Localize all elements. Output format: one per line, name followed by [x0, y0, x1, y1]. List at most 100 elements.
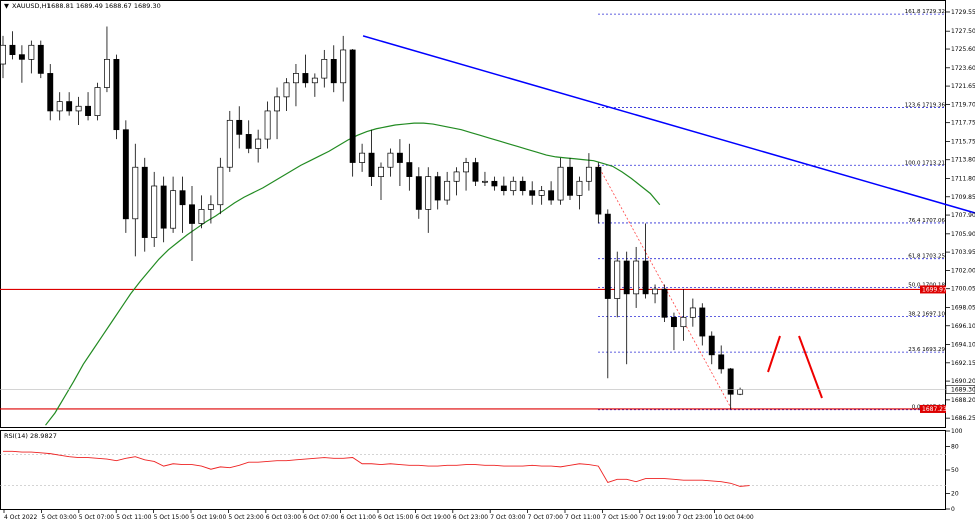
candle-body	[151, 185, 158, 238]
price-tick-label: 1698.05	[951, 304, 975, 311]
price-tick-label: 1702.00	[951, 267, 975, 274]
horizontal-levels	[0, 288, 946, 410]
level-price-tag-text: 1699.97	[922, 287, 947, 294]
candle-body	[680, 316, 687, 328]
time-tick-label: 7 Oct 11:00	[565, 514, 600, 521]
candle-body	[85, 105, 91, 116]
price-tick-label: 1711.80	[951, 175, 975, 182]
header-arrow-icon[interactable]: ▼	[4, 2, 9, 10]
price-tags: 1699.97 1687.23 1689.30	[0, 285, 975, 413]
candle-body	[529, 190, 536, 196]
time-tick-label: 5 Oct 23:00	[228, 514, 263, 521]
rsi-pane-frame	[0, 430, 946, 510]
time-axis: 4 Oct 2022 5 Oct 03:00 5 Oct 07:00 5 Oct 11…	[3, 510, 754, 521]
candle-body	[415, 176, 422, 210]
time-tick-label: 6 Oct 19:00	[415, 514, 450, 521]
candle-body	[75, 105, 82, 112]
candle-body	[670, 316, 677, 328]
candle-body	[548, 190, 555, 201]
candle-body	[189, 204, 195, 224]
level-price-tag	[920, 285, 946, 294]
candle-body	[170, 190, 177, 229]
fib-level-label: 61.8 1703.25	[908, 254, 945, 260]
candle-body	[226, 119, 233, 168]
time-tick-label: 7 Oct 03:00	[490, 514, 525, 521]
fib-level-label: 76.4 1707.06	[908, 218, 945, 224]
candle-body	[642, 260, 649, 295]
projection-arrows	[767, 335, 823, 399]
candle-body	[378, 166, 384, 177]
rsi-tick-label: 100	[951, 428, 963, 435]
candle-body	[18, 54, 25, 60]
candle-body	[293, 73, 299, 84]
candle-body	[500, 185, 507, 192]
time-tick-label: 5 Oct 03:00	[41, 514, 76, 521]
time-tick-label: 7 Oct 07:00	[528, 514, 563, 521]
time-tick-label: 6 Oct 23:00	[453, 514, 488, 521]
price-tick-label: 1717.75	[951, 120, 975, 127]
candle-body	[557, 166, 564, 201]
candle-body	[434, 176, 441, 201]
rsi-title: RSI(14) 28.9827	[4, 432, 57, 440]
rsi-tick-label: 80	[951, 444, 959, 451]
level-price-tag-text: 1687.23	[922, 406, 947, 413]
candle-body	[652, 288, 659, 295]
time-tick-label: 7 Oct 23:00	[677, 514, 712, 521]
rsi-tick-label: 20	[951, 490, 959, 497]
candle-body	[274, 96, 281, 112]
time-tick-label: 10 Oct 04:00	[715, 514, 754, 521]
candle-body	[236, 119, 243, 135]
price-tick-label: 1723.60	[951, 65, 975, 72]
candle-body	[614, 260, 621, 299]
candle-body	[623, 260, 630, 295]
rsi-tick-label: 50	[951, 467, 959, 474]
candle-body	[699, 307, 706, 337]
candle-body	[727, 368, 734, 395]
fib-anchor-line	[597, 165, 733, 410]
price-tick-label: 1696.10	[951, 323, 975, 330]
candle-body	[585, 166, 592, 182]
rsi-indicator: 100 80 50 20 0	[0, 428, 963, 513]
candle-body	[595, 166, 602, 215]
trendline[interactable]	[362, 35, 975, 292]
candle-body	[425, 176, 432, 210]
fib-level-label: 23.6 1693.29	[908, 347, 945, 353]
candle-body	[340, 49, 347, 84]
candle-body	[37, 44, 44, 74]
candle-body	[387, 152, 394, 168]
time-tick-label: 6 Oct 07:00	[303, 514, 338, 521]
candle-body	[661, 288, 668, 318]
candle-body	[330, 58, 337, 84]
candle-body	[444, 180, 451, 201]
candle-body	[311, 77, 318, 84]
ohlc-readout: 1688.81 1689.49 1688.67 1689.30	[47, 2, 161, 10]
price-tick-label: 1709.85	[951, 194, 975, 201]
candle-body	[396, 152, 403, 163]
time-tick-label: 7 Oct 15:00	[602, 514, 637, 521]
projection-up-stroke	[767, 335, 781, 373]
time-tick-label: 5 Oct 07:00	[79, 514, 114, 521]
candle-body	[47, 73, 54, 112]
current-price-tag-text: 1689.30	[951, 387, 975, 394]
price-tick-label: 1721.65	[951, 83, 975, 90]
candle-body	[708, 335, 715, 356]
candle-body	[141, 166, 148, 238]
price-tick-label: 1694.10	[951, 342, 975, 349]
candle-body	[576, 180, 583, 196]
fib-level-label: 38.2 1697.10	[908, 311, 945, 317]
candle-body	[302, 73, 309, 84]
candle-body	[94, 87, 101, 116]
price-tick-label: 1703.95	[951, 249, 975, 256]
time-tick-label: 6 Oct 15:00	[378, 514, 413, 521]
symbol-label: XAUUSD,H1	[12, 2, 51, 10]
time-tick-label: 6 Oct 11:00	[341, 514, 376, 521]
candle-body	[359, 152, 366, 163]
candle-body	[56, 101, 63, 112]
fibonacci-diagonal	[597, 165, 733, 410]
time-tick-label: 5 Oct 19:00	[191, 514, 226, 521]
candle-body	[491, 180, 498, 187]
candle-body	[689, 307, 696, 318]
candle-body	[510, 180, 517, 192]
candle-body	[482, 180, 488, 183]
